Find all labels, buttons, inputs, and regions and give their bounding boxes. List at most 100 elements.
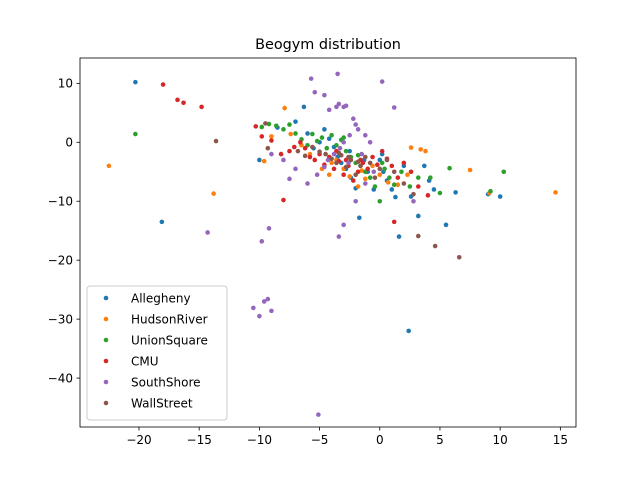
data-point <box>341 135 346 140</box>
y-tick-label: −40 <box>48 371 73 385</box>
data-point <box>355 127 361 132</box>
data-point <box>331 151 337 157</box>
data-point <box>370 154 375 160</box>
data-point <box>287 148 292 154</box>
data-point <box>314 138 320 144</box>
data-point <box>336 234 342 239</box>
data-point <box>334 142 339 148</box>
data-point <box>310 131 315 137</box>
data-point <box>385 180 391 185</box>
legend: Allegheny HudsonRiver UnionSquare CMU SouthS… <box>86 285 228 421</box>
data-point <box>322 92 327 98</box>
data-point <box>323 151 328 157</box>
data-point <box>359 151 365 157</box>
data-point <box>382 166 387 172</box>
data-point <box>391 105 397 110</box>
data-point <box>501 169 507 175</box>
data-point <box>302 153 308 159</box>
data-point <box>428 175 433 180</box>
x-tick-label: 15 <box>553 433 568 447</box>
data-point <box>401 160 407 166</box>
legend-marker <box>103 358 109 364</box>
data-point <box>363 181 368 186</box>
data-point <box>393 194 398 200</box>
data-point <box>259 134 265 139</box>
data-point <box>269 151 274 157</box>
data-point <box>310 144 315 150</box>
data-point <box>347 148 352 154</box>
data-point <box>305 131 310 136</box>
data-point <box>467 167 473 173</box>
data-point <box>281 197 286 203</box>
data-point <box>375 162 380 167</box>
data-point <box>365 166 371 172</box>
x-tick-label: 0 <box>376 433 384 447</box>
data-point <box>359 168 365 173</box>
data-point <box>261 299 267 304</box>
data-point <box>395 182 401 188</box>
data-point <box>314 172 320 178</box>
legend-box <box>86 285 228 421</box>
data-point <box>363 176 368 182</box>
data-point <box>273 123 279 129</box>
data-point <box>346 154 351 160</box>
legend-label: SouthShore <box>131 375 201 389</box>
data-point <box>423 148 428 154</box>
data-point <box>263 121 268 126</box>
data-point <box>355 152 361 158</box>
legend-label: UnionSquare <box>131 333 208 347</box>
data-point <box>266 226 272 231</box>
data-point <box>293 119 298 124</box>
data-point <box>343 103 349 109</box>
data-point <box>287 176 292 182</box>
data-point <box>341 139 346 145</box>
data-point <box>205 230 210 235</box>
x-tick-label: 5 <box>436 433 444 447</box>
legend-marker <box>103 337 109 343</box>
legend-marker <box>103 400 109 406</box>
data-point <box>326 107 332 113</box>
data-point <box>379 160 385 166</box>
data-point <box>211 191 216 196</box>
data-point <box>295 148 301 154</box>
data-point <box>367 160 373 166</box>
legend-label: WallStreet <box>131 396 193 410</box>
data-point <box>278 151 284 157</box>
data-point <box>443 222 449 228</box>
data-point <box>259 239 265 244</box>
data-point <box>418 147 424 152</box>
data-point <box>347 174 352 179</box>
data-point <box>199 104 204 110</box>
data-point <box>363 154 368 160</box>
data-point <box>269 138 274 143</box>
data-point <box>422 163 427 169</box>
data-point <box>553 190 558 195</box>
data-point <box>367 175 373 180</box>
data-point <box>389 163 395 169</box>
data-point <box>335 71 340 77</box>
data-point <box>425 193 431 198</box>
x-axis: −20 −15 −10 −5 0 5 10 15 <box>126 427 568 447</box>
legend-marker <box>103 379 109 385</box>
data-point <box>411 191 416 197</box>
data-point <box>281 127 286 132</box>
data-point <box>253 124 259 129</box>
plot-frame <box>79 57 577 428</box>
data-point <box>497 194 503 199</box>
legend-marker <box>103 295 109 301</box>
data-point <box>347 132 352 138</box>
data-point <box>353 172 358 178</box>
data-point <box>456 254 462 260</box>
data-point <box>106 163 112 169</box>
data-point <box>326 136 332 142</box>
data-point <box>341 172 346 178</box>
data-point <box>350 178 356 183</box>
data-point <box>396 234 402 239</box>
data-point <box>406 328 411 334</box>
data-point <box>293 166 298 172</box>
data-point <box>287 122 292 127</box>
data-point <box>281 157 286 163</box>
data-point <box>133 79 138 85</box>
data-point <box>343 148 349 154</box>
